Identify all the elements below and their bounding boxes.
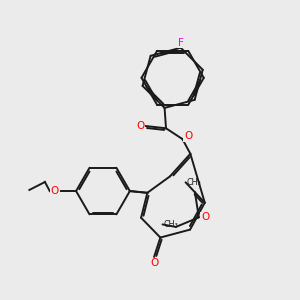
Text: O: O [136,121,145,131]
Text: O: O [201,212,209,222]
Text: O: O [184,131,192,141]
Text: CH₃: CH₃ [164,220,178,229]
Text: CH₃: CH₃ [186,178,201,187]
Text: O: O [150,258,158,268]
Text: O: O [51,186,59,196]
Text: F: F [178,38,184,48]
